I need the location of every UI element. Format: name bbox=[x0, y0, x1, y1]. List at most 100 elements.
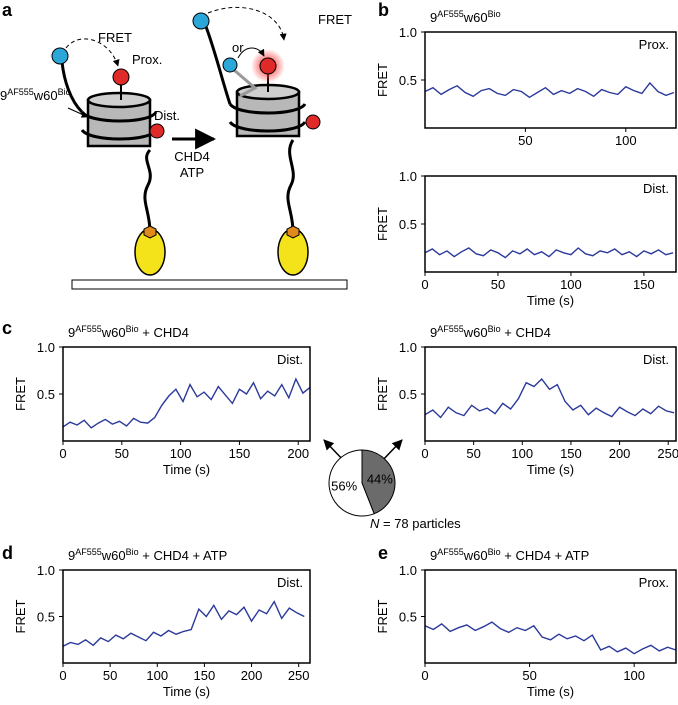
x-tick-label: 100 bbox=[623, 668, 645, 683]
x-tick-label: 250 bbox=[657, 446, 678, 461]
panel-label: d bbox=[2, 543, 13, 563]
trace bbox=[424, 377, 675, 419]
panel-label: a bbox=[2, 0, 13, 20]
text-part: w60 bbox=[463, 325, 488, 340]
trace bbox=[424, 621, 677, 655]
chart-title: 9AF555w60Bio + CHD4 + ATP bbox=[430, 547, 589, 563]
label: Dist. bbox=[154, 108, 180, 123]
chart-title: 9AF555w60Bio bbox=[430, 9, 501, 25]
dna-tether bbox=[286, 139, 295, 233]
trace bbox=[424, 247, 674, 259]
acceptor-dist bbox=[149, 123, 165, 139]
label: FRET bbox=[98, 30, 132, 45]
fret-arrow bbox=[237, 47, 265, 59]
annotation: Dist. bbox=[643, 352, 669, 367]
annotation: Prox. bbox=[639, 575, 669, 590]
x-tick-label: 50 bbox=[466, 446, 480, 461]
x-tick-label: 150 bbox=[229, 446, 251, 461]
y-axis-label: FRET bbox=[375, 599, 390, 633]
y-tick-label: 1.0 bbox=[399, 25, 417, 40]
plot-frame bbox=[424, 31, 677, 129]
trace bbox=[62, 600, 305, 647]
x-axis-label: Time (s) bbox=[527, 462, 574, 477]
x-tick-label: 50 bbox=[518, 133, 532, 148]
text-part: 9 bbox=[430, 10, 437, 25]
x-tick-label: 100 bbox=[615, 133, 637, 148]
text-part: AF555 bbox=[437, 547, 464, 557]
x-tick-label: 50 bbox=[522, 668, 536, 683]
text-part: w60 bbox=[101, 325, 126, 340]
y-axis-label: FRET bbox=[375, 63, 390, 97]
text-part: AF555 bbox=[437, 324, 464, 334]
label: ATP bbox=[180, 165, 204, 180]
chart-title: 9AF555w60Bio + CHD4 + ATP bbox=[68, 547, 227, 563]
text-part: N bbox=[370, 516, 380, 531]
text-part: AF555 bbox=[7, 87, 34, 97]
x-tick-label: 100 bbox=[170, 446, 192, 461]
annotation: Prox. bbox=[639, 37, 669, 52]
panel-label: e bbox=[378, 543, 388, 563]
histone-top bbox=[86, 91, 152, 109]
y-axis-label: FRET bbox=[13, 377, 28, 411]
x-axis-label: Time (s) bbox=[527, 684, 574, 699]
text-part: Bio bbox=[58, 87, 71, 97]
y-tick-label: 0.5 bbox=[399, 73, 417, 88]
y-tick-label: 0.5 bbox=[37, 610, 55, 625]
plot-frame bbox=[62, 569, 311, 664]
panel-label: b bbox=[378, 0, 389, 20]
pointer bbox=[67, 107, 89, 118]
y-axis-label: FRET bbox=[13, 599, 28, 633]
text-part: w60 bbox=[463, 548, 488, 563]
fret-arrow bbox=[65, 38, 120, 67]
text-part: w60 bbox=[33, 88, 58, 103]
dna-wrap bbox=[228, 102, 307, 133]
text-part: AF555 bbox=[437, 9, 464, 19]
donor bbox=[192, 12, 210, 30]
y-tick-label: 1.0 bbox=[37, 340, 55, 355]
text-part: Bio bbox=[126, 547, 139, 557]
fret-arrow bbox=[207, 6, 287, 41]
y-tick-label: 1.0 bbox=[399, 563, 417, 578]
text-part: + CHD4 + ATP bbox=[139, 548, 228, 563]
plot-frame bbox=[424, 175, 677, 273]
pie-annotation: N = 78 particles bbox=[370, 516, 461, 531]
text-part: = 78 particles bbox=[379, 516, 461, 531]
y-axis-label: FRET bbox=[375, 377, 390, 411]
x-tick-label: 100 bbox=[560, 277, 582, 292]
x-axis-label: Time (s) bbox=[163, 684, 210, 699]
text-part: AF555 bbox=[75, 324, 102, 334]
x-tick-label: 0 bbox=[59, 446, 66, 461]
x-tick-label: 200 bbox=[241, 668, 263, 683]
text-part: w60 bbox=[463, 10, 488, 25]
y-tick-label: 0.5 bbox=[399, 610, 417, 625]
x-tick-label: 150 bbox=[560, 446, 582, 461]
x-tick-label: 50 bbox=[491, 277, 505, 292]
text-part: + CHD4 bbox=[501, 325, 551, 340]
surface bbox=[71, 279, 348, 290]
text-part: 9 bbox=[68, 325, 75, 340]
x-tick-label: 100 bbox=[146, 668, 168, 683]
x-tick-label: 200 bbox=[609, 446, 631, 461]
y-tick-label: 0.5 bbox=[37, 387, 55, 402]
acceptor-prox bbox=[112, 68, 130, 86]
dna-end bbox=[203, 23, 232, 105]
text-part: 9 bbox=[430, 548, 437, 563]
construct-label: 9AF555w60Bio bbox=[0, 87, 71, 103]
biotin bbox=[286, 225, 300, 239]
text-part: Bio bbox=[488, 547, 501, 557]
dna-tether bbox=[143, 148, 152, 233]
plot-frame bbox=[62, 346, 311, 442]
diagram: FRET Prox. Dist. 9AF555w60Bio CHD4 ATP o… bbox=[0, 6, 352, 290]
y-tick-label: 1.0 bbox=[399, 169, 417, 184]
x-axis-label: Time (s) bbox=[527, 293, 574, 308]
acceptor-prox bbox=[259, 57, 277, 75]
annotation: Dist. bbox=[643, 181, 669, 196]
x-tick-label: 100 bbox=[511, 446, 533, 461]
plot-frame bbox=[424, 569, 677, 664]
dna-end bbox=[60, 61, 84, 114]
x-tick-label: 0 bbox=[421, 277, 428, 292]
chart-title: 9AF555w60Bio + CHD4 bbox=[430, 324, 551, 340]
dna-loop bbox=[233, 68, 258, 98]
y-axis-label: FRET bbox=[375, 207, 390, 241]
y-tick-label: 0.5 bbox=[399, 387, 417, 402]
